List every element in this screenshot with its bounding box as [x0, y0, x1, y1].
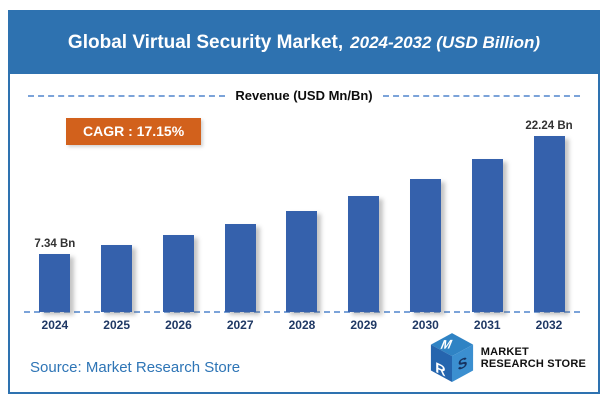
- bar-group-2030: [395, 179, 457, 312]
- x-tick-2028: 2028: [288, 318, 316, 332]
- bar-group-2025: [86, 245, 148, 312]
- page-title: Global Virtual Security Market,: [67, 32, 344, 53]
- x-tick-2027: 2027: [226, 318, 254, 332]
- x-tick-2031: 2031: [473, 318, 501, 332]
- year-labels-row: 2024 2025 2026 2027 2028 2029 2030 2031 2032: [24, 318, 580, 334]
- bar-2032: [533, 136, 565, 312]
- bar-2031: [471, 159, 503, 312]
- logo-cube-icon: M R S: [430, 333, 473, 382]
- bar-2028: [286, 211, 318, 312]
- bar-group-2024: 7.34 Bn: [24, 238, 86, 312]
- bar-group-2031: [456, 159, 518, 312]
- bar-group-2032: 22.24 Bn: [518, 120, 580, 312]
- x-tick-2024: 2024: [41, 318, 69, 332]
- x-tick-2025: 2025: [103, 318, 130, 332]
- logo-wordmark-line2: RESEARCH STORE: [480, 358, 586, 370]
- bar-2029: [348, 196, 380, 312]
- bar-group-2027: [209, 224, 271, 312]
- dashed-divider-right: [382, 94, 581, 97]
- title-bar: Global Virtual Security Market, 2024-203…: [10, 12, 598, 74]
- logo-letter-s: S: [457, 354, 467, 375]
- bar-group-2028: [271, 211, 333, 312]
- bar-2030: [409, 179, 441, 312]
- bar-chart: 7.34 Bn 22.24 Bn 2024 2025 2026 2027 2028 2029…: [24, 108, 580, 334]
- bar-2026: [162, 235, 194, 312]
- axis-title-row: Revenue (USD Mn/Bn): [28, 88, 581, 103]
- bar-2024: [39, 254, 71, 312]
- brand-logo: M R S MARKET RESEARCH STORE: [429, 332, 586, 384]
- x-axis-baseline: [24, 311, 580, 313]
- logo-letter-r: R: [435, 359, 445, 380]
- x-tick-2026: 2026: [165, 318, 192, 332]
- page-title-range: 2024-2032 (USD Billion): [350, 33, 541, 52]
- dashed-divider-left: [28, 94, 226, 97]
- cagr-badge: CAGR : 17.15%: [66, 118, 202, 145]
- bar-group-2026: [148, 235, 210, 312]
- bar-value-label-2032: 22.24 Bn: [525, 120, 573, 132]
- bar-group-2029: [333, 196, 395, 312]
- bars-row: 7.34 Bn 22.24 Bn: [24, 106, 580, 312]
- logo-wordmark: MARKET RESEARCH STORE: [481, 346, 586, 370]
- logo-wordmark-line1: MARKET: [480, 345, 529, 358]
- bar-value-label-2024: 7.34 Bn: [34, 238, 76, 250]
- axis-title: Revenue (USD Mn/Bn): [235, 88, 373, 103]
- x-tick-2032: 2032: [535, 318, 563, 332]
- bar-2025: [101, 245, 133, 312]
- chart-card: Global Virtual Security Market, 2024-203…: [8, 10, 600, 394]
- source-text: Source: Market Research Store: [30, 359, 241, 376]
- bar-2027: [224, 224, 256, 312]
- x-tick-2029: 2029: [350, 318, 378, 332]
- x-tick-2030: 2030: [412, 318, 439, 332]
